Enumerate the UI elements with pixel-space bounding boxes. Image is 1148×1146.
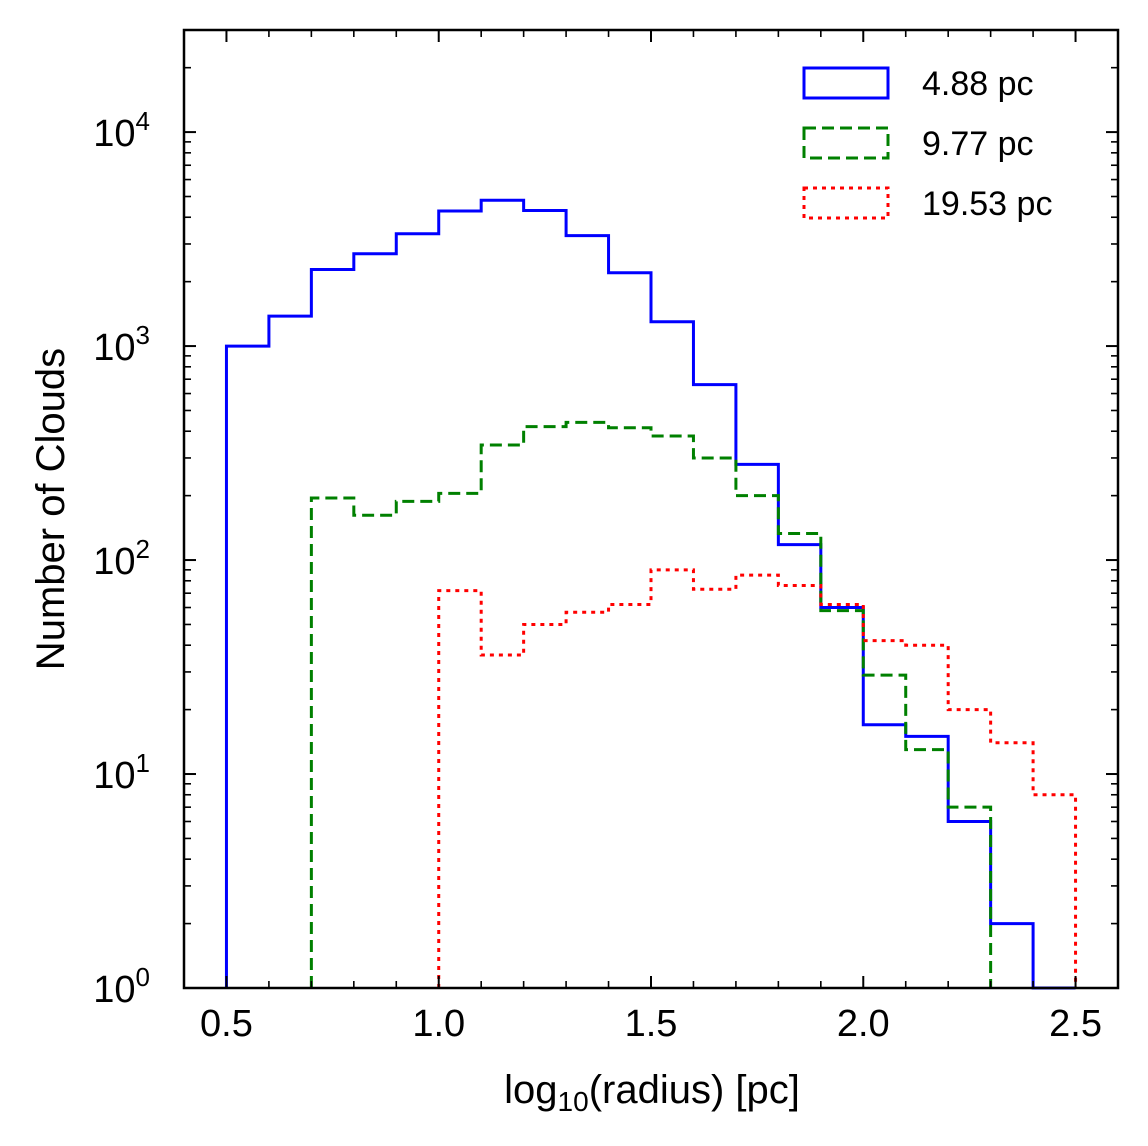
series-layer: [224, 198, 1078, 990]
labels-layer: 0.5 1.0 1.5 2.0 2.5 100 101 102 103 104: [93, 106, 1102, 1045]
x-tick-label: 2.0: [837, 1003, 890, 1045]
legend: 4.88 pc 9.77 pc 19.53 pc: [802, 65, 1052, 223]
y-tick-label: 102: [93, 534, 150, 583]
y-tick-label: 101: [93, 748, 150, 797]
legend-swatch-3: [802, 186, 890, 220]
y-tick-label: 104: [93, 106, 150, 155]
y-axis-title: Number of Clouds: [29, 348, 73, 670]
legend-swatch-1: [802, 66, 890, 100]
legend-swatch-2: [802, 126, 890, 160]
x-tick-label: 1.5: [625, 1003, 678, 1045]
y-tick-label: 103: [93, 320, 150, 369]
plot-frame: [182, 28, 1120, 990]
x-tick-label: 1.0: [412, 1003, 465, 1045]
series-line-1: [224, 198, 1076, 990]
x-axis-title: log10(radius) [pc]: [504, 1068, 800, 1117]
x-tick-label: 2.5: [1049, 1003, 1102, 1045]
y-tick-label: 100: [93, 962, 150, 1011]
legend-label-3: 19.53 pc: [922, 185, 1052, 223]
legend-label-1: 4.88 pc: [922, 65, 1034, 103]
x-tick-label: 0.5: [200, 1003, 253, 1045]
series-line-2: [309, 420, 993, 988]
legend-label-2: 9.77 pc: [922, 125, 1034, 163]
